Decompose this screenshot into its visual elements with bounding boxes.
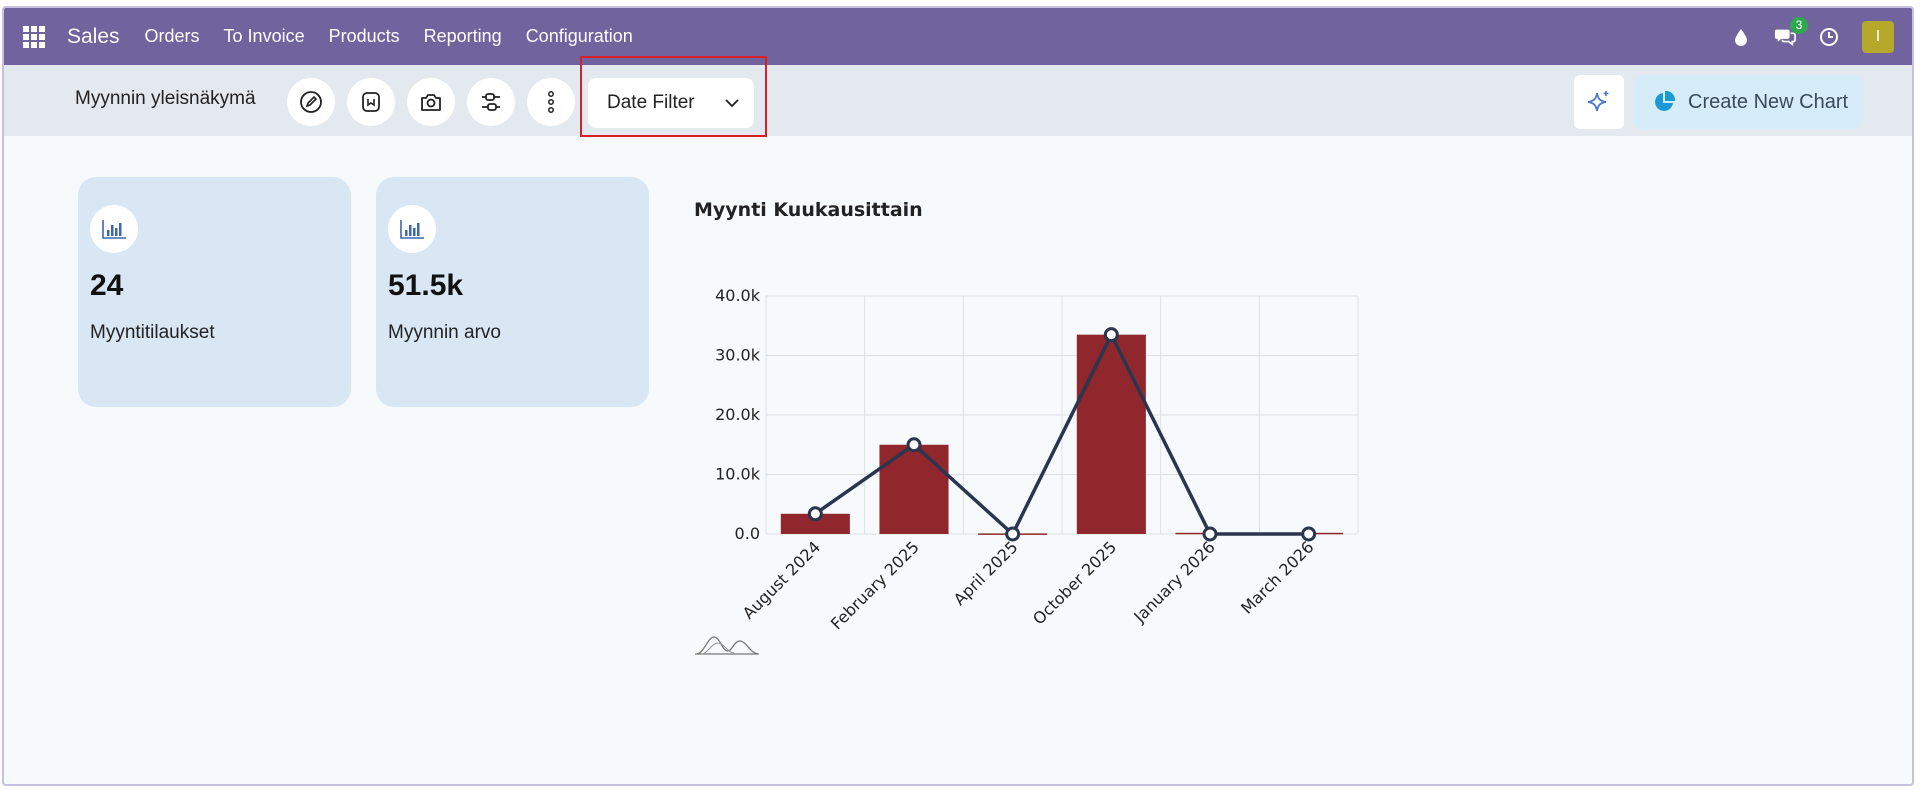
chevron-down-icon [725,99,739,108]
camera-icon [421,94,441,111]
x-tick-label: March 2026 [1237,537,1317,617]
pie-chart-icon [1655,90,1676,111]
dashboard-title: Myynnin yleisnäkymä [75,88,256,109]
x-tick-label: January 2026 [1129,537,1218,626]
x-tick-label: August 2024 [739,537,824,622]
line-point [1103,327,1119,343]
line-point [1202,526,1218,542]
bookmark-button[interactable] [347,78,395,126]
stat-card-sales-value[interactable]: 51.5k Myynnin arvo [376,177,649,407]
create-new-chart-label: Create New Chart [1688,90,1849,113]
create-new-chart-button[interactable]: Create New Chart [1634,75,1863,129]
stat-card-sales-orders[interactable]: 24 Myyntitilaukset [78,177,351,407]
line-point [807,506,823,522]
ai-assist-button[interactable] [1574,75,1624,129]
y-tick-label: 40.0k [715,286,761,305]
nav-to-invoice[interactable]: To Invoice [223,26,305,46]
date-filter-dropdown[interactable]: Date Filter [588,78,754,128]
chart-type-icon[interactable] [694,633,760,657]
line-point [906,437,922,453]
monthly-sales-chart: 0.0 10.0k 20.0k 30.0k 40.0k August 2024 Februa… [715,286,1359,633]
bookmark-icon [362,92,380,112]
sliders-icon [482,93,500,111]
series-line [814,330,1309,537]
edit-button[interactable] [287,78,335,126]
stat-label: Myyntitilaukset [90,322,215,343]
top-navbar: Sales Orders To Invoice Products Reporti… [4,8,1912,65]
chart-title: Myynti Kuukausittain [694,199,923,221]
snapshot-button[interactable] [407,78,455,126]
x-tick-label: February 2025 [827,537,923,633]
date-filter-highlight [580,56,767,137]
x-tick-label: April 2025 [950,537,1022,609]
messages-badge: 3 [1790,16,1808,34]
pencil-icon [300,91,322,113]
x-tick-label: October 2025 [1029,537,1120,628]
nav-products[interactable]: Products [328,26,400,46]
bar [1076,334,1146,534]
bar [879,444,949,534]
dashboard-control-bar: Myynnin yleisnäkymä Date Filter Create N… [4,65,1912,136]
bar-chart-icon [90,205,138,253]
y-tick-label: 0.0 [735,524,760,543]
more-options-button[interactable] [527,78,575,126]
y-tick-label: 30.0k [715,346,761,365]
y-tick-label: 10.0k [715,465,761,484]
app-brand[interactable]: Sales [67,24,120,48]
line-point [1301,526,1317,542]
nav-orders[interactable]: Orders [144,26,200,46]
clock-icon[interactable] [1818,26,1840,48]
app-window: Sales Orders To Invoice Products Reporti… [2,6,1914,786]
line-point [1005,526,1021,542]
user-avatar[interactable]: I [1862,20,1894,53]
stat-value: 24 [90,269,124,302]
apps-grid-icon[interactable] [23,25,45,48]
date-filter-label: Date Filter [607,92,695,113]
sparkle-icon [1587,91,1609,112]
y-tick-label: 20.0k [715,405,761,424]
filter-settings-button[interactable] [467,78,515,126]
nav-configuration[interactable]: Configuration [525,26,633,46]
chat-icon[interactable]: 3 [1774,16,1808,48]
stat-label: Myynnin arvo [388,322,501,343]
bar [780,513,850,534]
stat-value: 51.5k [388,269,464,302]
nav-reporting[interactable]: Reporting [423,26,502,46]
kebab-icon [548,91,554,113]
drop-icon[interactable] [1730,26,1752,48]
navbar-systray: 3 I [1730,8,1894,65]
bar-chart-icon [388,205,436,253]
